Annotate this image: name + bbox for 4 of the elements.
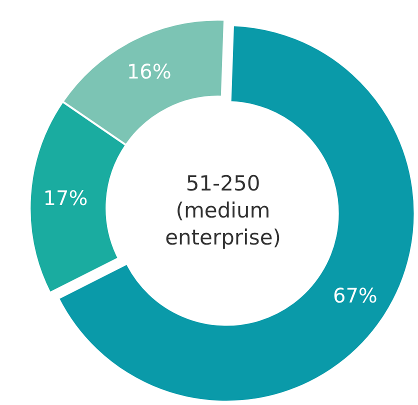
text: 51-250 (medium enterprise): [165, 172, 281, 250]
data-label: 67%: [332, 284, 378, 308]
data-label: 16%: [126, 60, 172, 84]
data-label: 17%: [43, 186, 88, 210]
